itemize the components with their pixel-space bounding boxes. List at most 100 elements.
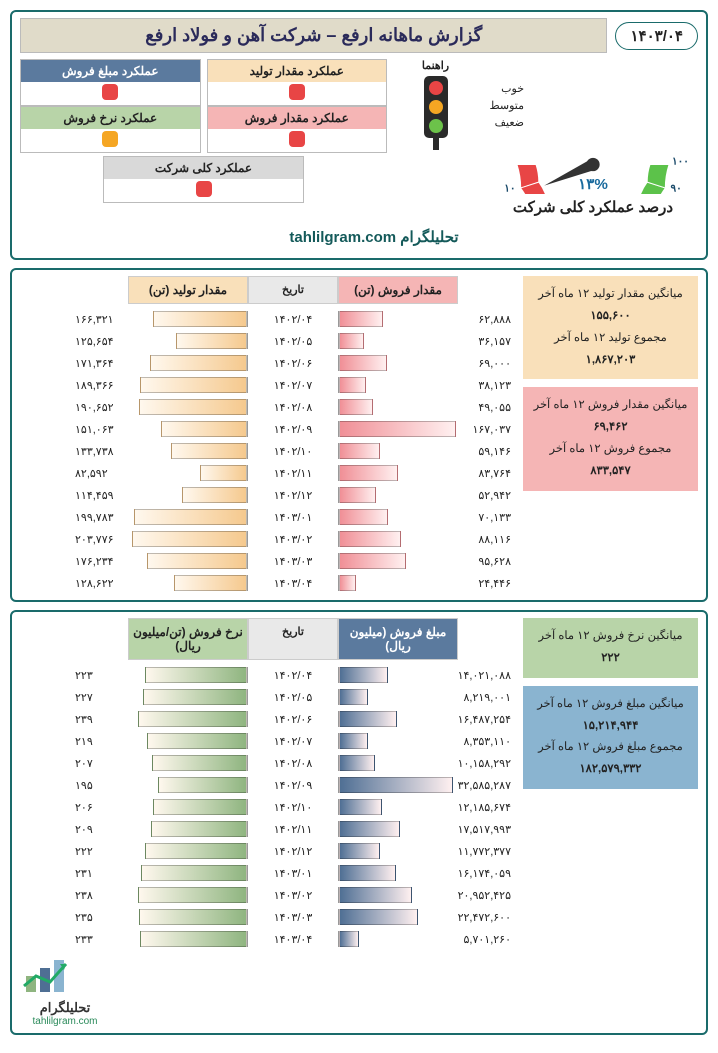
svg-text:۱۰: ۱۰ [504,184,515,194]
metric-box: عملکرد مقدار تولید [207,59,388,106]
bar-right [339,799,382,815]
data-row: ۱۴,۰۲۱,۰۸۸۱۴۰۲/۰۴۲۲۳ [20,664,513,686]
date-cell: ۱۴۰۳/۰۳ [248,551,338,572]
bar-left [158,777,247,793]
bar-right [339,399,373,415]
bar-left [152,755,247,771]
svg-text:۱۰۰: ۱۰۰ [672,157,688,168]
value-right: ۶۲,۸۸۸ [458,309,513,330]
date-cell: ۱۴۰۲/۰۷ [248,375,338,396]
bar-left [134,509,247,525]
value-right: ۱۷,۵۱۷,۹۹۳ [458,819,513,840]
overall-status-icon [196,181,212,197]
data-row: ۱۶,۴۸۷,۲۵۴۱۴۰۲/۰۶۲۳۹ [20,708,513,730]
stat-box: میانگین مقدار تولید ۱۲ ماه آخر۱۵۵,۶۰۰مجم… [523,276,698,379]
value-left: ۲۰۹ [73,819,128,840]
value-right: ۵,۷۰۱,۲۶۰ [458,929,513,950]
value-left: ۲۲۲ [73,841,128,862]
value-left: ۲۰۳,۷۷۶ [73,529,128,550]
value-left: ۱۷۶,۲۳۴ [73,551,128,572]
bar-left [174,575,247,591]
bar-left [176,333,247,349]
data-row: ۱۶۷,۰۳۷۱۴۰۲/۰۹۱۵۱,۰۶۳ [20,418,513,440]
bar-right [339,333,364,349]
date-cell: ۱۴۰۲/۰۸ [248,753,338,774]
bar-left [153,311,247,327]
date-cell: ۱۴۰۳/۰۲ [248,529,338,550]
value-right: ۱۶,۱۷۴,۰۵۹ [458,863,513,884]
value-left: ۲۳۹ [73,709,128,730]
metric-box: عملکرد مبلغ فروش [20,59,201,106]
value-right: ۵۹,۱۴۶ [458,441,513,462]
data-row: ۵۲,۹۴۲۱۴۰۲/۱۲۱۱۴,۴۵۹ [20,484,513,506]
value-left: ۱۶۶,۳۲۱ [73,309,128,330]
data-row: ۸,۳۵۳,۱۱۰۱۴۰۲/۰۷۲۱۹ [20,730,513,752]
value-right: ۸۸,۱۱۶ [458,529,513,550]
bar-left [145,667,247,683]
date-cell: ۱۴۰۲/۱۲ [248,485,338,506]
bar-right [339,377,366,393]
gauge-caption: درصد عملکرد کلی شرکت [488,198,698,216]
value-right: ۵۲,۹۴۲ [458,485,513,506]
value-right: ۸۳,۷۶۴ [458,463,513,484]
data-row: ۸۸,۱۱۶ ۱۴۰۳/۰۲ ۲۰۳,۷۷۶ [20,528,513,550]
data-row: ۹۵,۶۲۸۱۴۰۳/۰۳۱۷۶,۲۳۴ [20,550,513,572]
col-header: مبلغ فروش (میلیون ریال) [338,618,458,660]
rate-amount-panel: میانگین نرخ فروش ۱۲ ماه آخر۲۲۲میانگین مب… [10,610,708,1035]
bar-left [147,553,247,569]
col-header: نرخ فروش (تن/میلیون ریال) [128,618,248,660]
date-cell: ۱۴۰۳/۰۱ [248,507,338,528]
bar-right [339,909,418,925]
date-cell: ۱۴۰۲/۰۹ [248,775,338,796]
bar-right [339,821,400,837]
bar-right [339,465,398,481]
data-row: ۴۹,۰۵۵۱۴۰۲/۰۸۱۹۰,۶۵۲ [20,396,513,418]
svg-text:۹۰: ۹۰ [671,184,682,194]
bar-left [140,377,247,393]
bar-left [145,843,247,859]
date-cell: ۱۴۰۲/۰۵ [248,687,338,708]
bar-left [182,487,247,503]
site-bar: تحلیلگرام tahlilgram.com [20,222,698,252]
data-row: ۱۶,۱۷۴,۰۵۹۱۴۰۳/۰۱۲۳۱ [20,862,513,884]
date-cell: ۱۴۰۳/۰۲ [248,885,338,906]
date-cell: ۱۴۰۲/۱۰ [248,441,338,462]
value-left: ۱۷۱,۳۶۴ [73,353,128,374]
bar-right [339,487,376,503]
data-row: ۳۲,۵۸۵,۲۸۷۱۴۰۲/۰۹۱۹۵ [20,774,513,796]
bar-right [339,865,396,881]
date-cell: ۱۴۰۲/۰۴ [248,309,338,330]
metric-box: عملکرد مقدار فروش [207,106,388,153]
bar-right [339,575,356,591]
date-cell: ۱۴۰۲/۰۹ [248,419,338,440]
metric-box: عملکرد نرخ فروش [20,106,201,153]
report-title: گزارش ماهانه ارفع – شرکت آهن و فولاد ارف… [20,18,607,53]
value-right: ۳۲,۵۸۵,۲۸۷ [458,775,513,796]
data-row: ۱۰,۱۵۸,۲۹۲۱۴۰۲/۰۸۲۰۷ [20,752,513,774]
value-left: ۱۹۹,۷۸۳ [73,507,128,528]
bar-right [339,667,388,683]
bar-left [171,443,247,459]
bar-right [339,311,383,327]
bar-left [161,421,247,437]
bar-left [139,909,247,925]
date-cell: ۱۴۰۲/۰۶ [248,709,338,730]
bar-right [339,711,397,727]
bar-left [150,355,247,371]
status-icon [289,131,305,147]
date-cell: ۱۴۰۲/۰۵ [248,331,338,352]
value-right: ۳۸,۱۲۳ [458,375,513,396]
data-row: ۱۲,۱۸۵,۶۷۴۱۴۰۲/۱۰۲۰۶ [20,796,513,818]
data-row: ۱۷,۵۱۷,۹۹۳۱۴۰۲/۱۱۲۰۹ [20,818,513,840]
stat-box: میانگین مقدار فروش ۱۲ ماه آخر۶۹,۴۶۲مجموع… [523,387,698,490]
value-left: ۸۲,۵۹۲ [73,463,128,484]
date-cell: ۱۴۰۳/۰۱ [248,863,338,884]
data-row: ۶۹,۰۰۰۱۴۰۲/۰۶۱۷۱,۳۶۴ [20,352,513,374]
data-row: ۵,۷۰۱,۲۶۰۱۴۰۳/۰۴۲۳۳ [20,928,513,950]
date-cell: ۱۴۰۲/۱۲ [248,841,338,862]
data-row: ۲۲,۴۷۲,۶۰۰۱۴۰۳/۰۳۲۳۵ [20,906,513,928]
data-row: ۵۹,۱۴۶۱۴۰۲/۱۰۱۳۳,۷۳۸ [20,440,513,462]
value-left: ۲۲۳ [73,665,128,686]
stat-box: میانگین نرخ فروش ۱۲ ماه آخر۲۲۲ [523,618,698,678]
bar-left [132,531,247,547]
